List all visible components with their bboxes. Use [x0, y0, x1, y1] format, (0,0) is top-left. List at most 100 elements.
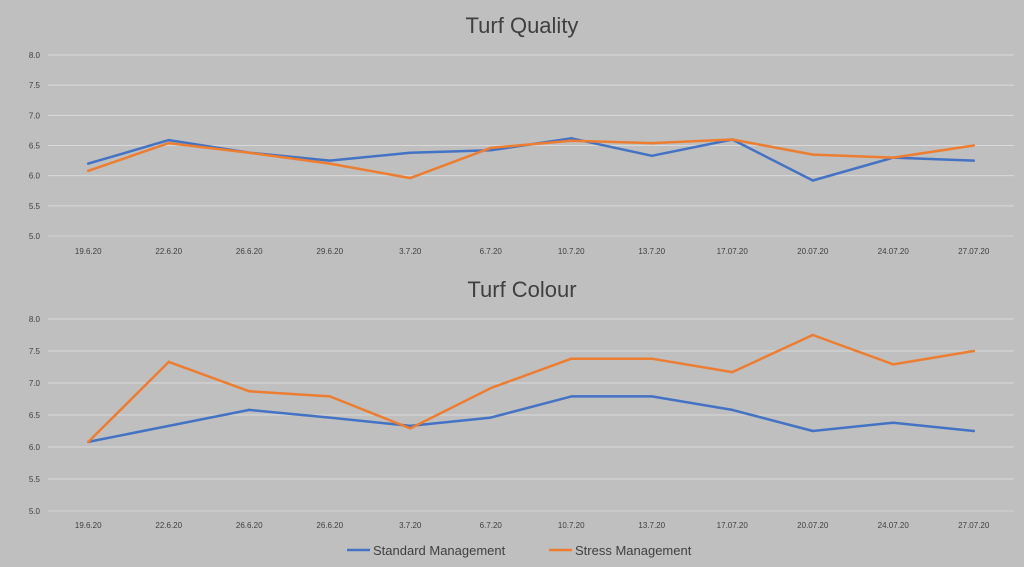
data-point — [731, 138, 734, 141]
data-point — [328, 395, 331, 398]
chart-title: Turf Colour — [467, 277, 576, 302]
gridlines — [48, 318, 1014, 512]
x-tick-labels: 19.6.20 22.6.20 26.6.20 29.6.20 3.7.20 6.7.20… — [75, 247, 990, 256]
x-tick-label: 20.07.20 — [797, 247, 829, 256]
data-point — [248, 151, 251, 154]
data-point — [489, 416, 492, 419]
x-tick-label: 24.07.20 — [878, 247, 910, 256]
x-tick-label: 17.07.20 — [717, 521, 749, 530]
data-point — [892, 156, 895, 159]
data-point — [167, 138, 170, 142]
x-tick-labels: 19.6.20 22.6.20 26.6.20 26.6.20 3.7.20 6.7.20… — [75, 521, 990, 530]
data-point — [409, 151, 412, 154]
x-tick-label: 22.6.20 — [155, 521, 182, 530]
x-tick-label: 26.6.20 — [316, 521, 343, 530]
data-point — [570, 357, 573, 360]
x-tick-label: 27.07.20 — [958, 521, 990, 530]
data-point — [570, 137, 573, 140]
data-point — [811, 333, 814, 337]
series-lines — [87, 333, 976, 444]
data-point — [409, 176, 412, 180]
y-tick-labels: 5.0 5.5 6.0 6.5 7.0 7.5 8.0 — [29, 315, 41, 516]
series-line-stress-management — [87, 138, 976, 180]
x-tick-label: 20.07.20 — [797, 521, 829, 530]
data-point — [811, 179, 814, 182]
data-point — [328, 159, 331, 162]
data-point — [328, 416, 331, 419]
x-tick-label: 29.6.20 — [316, 247, 343, 256]
x-tick-label: 26.6.20 — [236, 521, 263, 530]
data-point — [248, 408, 251, 412]
data-point — [650, 395, 653, 398]
data-point — [811, 153, 814, 156]
x-tick-label: 3.7.20 — [399, 521, 422, 530]
y-tick-label: 5.0 — [29, 507, 41, 516]
data-point — [972, 159, 975, 162]
x-tick-label: 24.07.20 — [878, 521, 910, 530]
series-lines — [87, 137, 976, 182]
y-tick-label: 7.5 — [29, 347, 41, 356]
x-tick-label: 17.07.20 — [717, 247, 749, 256]
y-tick-label: 7.0 — [29, 111, 41, 120]
data-point — [650, 357, 653, 360]
y-tick-label: 6.0 — [29, 443, 41, 452]
data-point — [328, 162, 331, 165]
series-line-stress-management — [87, 333, 976, 444]
data-point — [731, 370, 734, 374]
series-line-standard-management — [87, 395, 976, 444]
y-tick-label: 5.0 — [29, 232, 41, 241]
legend: Standard Management Stress Management — [347, 543, 692, 558]
data-point — [892, 363, 895, 366]
data-point — [167, 360, 170, 364]
data-point — [409, 427, 412, 430]
data-point — [167, 424, 170, 428]
legend-label-standard-management: Standard Management — [373, 543, 506, 558]
y-tick-label: 5.5 — [29, 475, 41, 484]
legend-label-stress-management: Stress Management — [575, 543, 692, 558]
turf-colour-chart: Turf Colour 5.0 5.5 6.0 6.5 7.0 7.5 8.0 19.6.2… — [29, 277, 1014, 530]
y-tick-label: 6.0 — [29, 172, 41, 181]
data-point — [972, 349, 975, 353]
x-tick-label: 10.7.20 — [558, 521, 585, 530]
data-point — [972, 144, 975, 147]
x-tick-label: 10.7.20 — [558, 247, 585, 256]
data-point — [811, 429, 814, 433]
data-point — [87, 169, 90, 173]
x-tick-label: 6.7.20 — [480, 247, 503, 256]
data-point — [167, 141, 170, 145]
data-point — [489, 146, 492, 150]
x-tick-label: 6.7.20 — [480, 521, 503, 530]
x-tick-label: 26.6.20 — [236, 247, 263, 256]
data-point — [248, 390, 251, 393]
data-point — [570, 395, 573, 398]
x-tick-label: 3.7.20 — [399, 247, 422, 256]
data-point — [87, 440, 90, 444]
x-tick-label: 22.6.20 — [155, 247, 182, 256]
data-point — [731, 408, 734, 412]
data-point — [489, 149, 492, 152]
data-point — [892, 421, 895, 424]
y-tick-label: 6.5 — [29, 142, 41, 151]
y-tick-label: 8.0 — [29, 315, 41, 324]
y-tick-label: 7.5 — [29, 81, 41, 90]
y-tick-label: 8.0 — [29, 51, 41, 60]
y-tick-label: 6.5 — [29, 411, 41, 420]
x-tick-label: 27.07.20 — [958, 247, 990, 256]
data-point — [409, 424, 412, 428]
y-tick-label: 5.5 — [29, 202, 41, 211]
data-point — [87, 162, 90, 165]
x-tick-label: 13.7.20 — [638, 521, 665, 530]
data-point — [972, 429, 975, 433]
x-tick-label: 19.6.20 — [75, 247, 102, 256]
y-tick-labels: 5.0 5.5 6.0 6.5 7.0 7.5 8.0 — [29, 51, 41, 241]
data-point — [489, 386, 492, 390]
x-tick-label: 13.7.20 — [638, 247, 665, 256]
x-tick-label: 19.6.20 — [75, 521, 102, 530]
chart-title: Turf Quality — [466, 13, 579, 38]
y-tick-label: 7.0 — [29, 379, 41, 388]
data-point — [650, 154, 653, 157]
data-point — [650, 141, 653, 145]
turf-quality-chart: Turf Quality 5.0 5.5 6.0 6.5 7.0 7.5 8.0 19.6.… — [29, 13, 1014, 256]
